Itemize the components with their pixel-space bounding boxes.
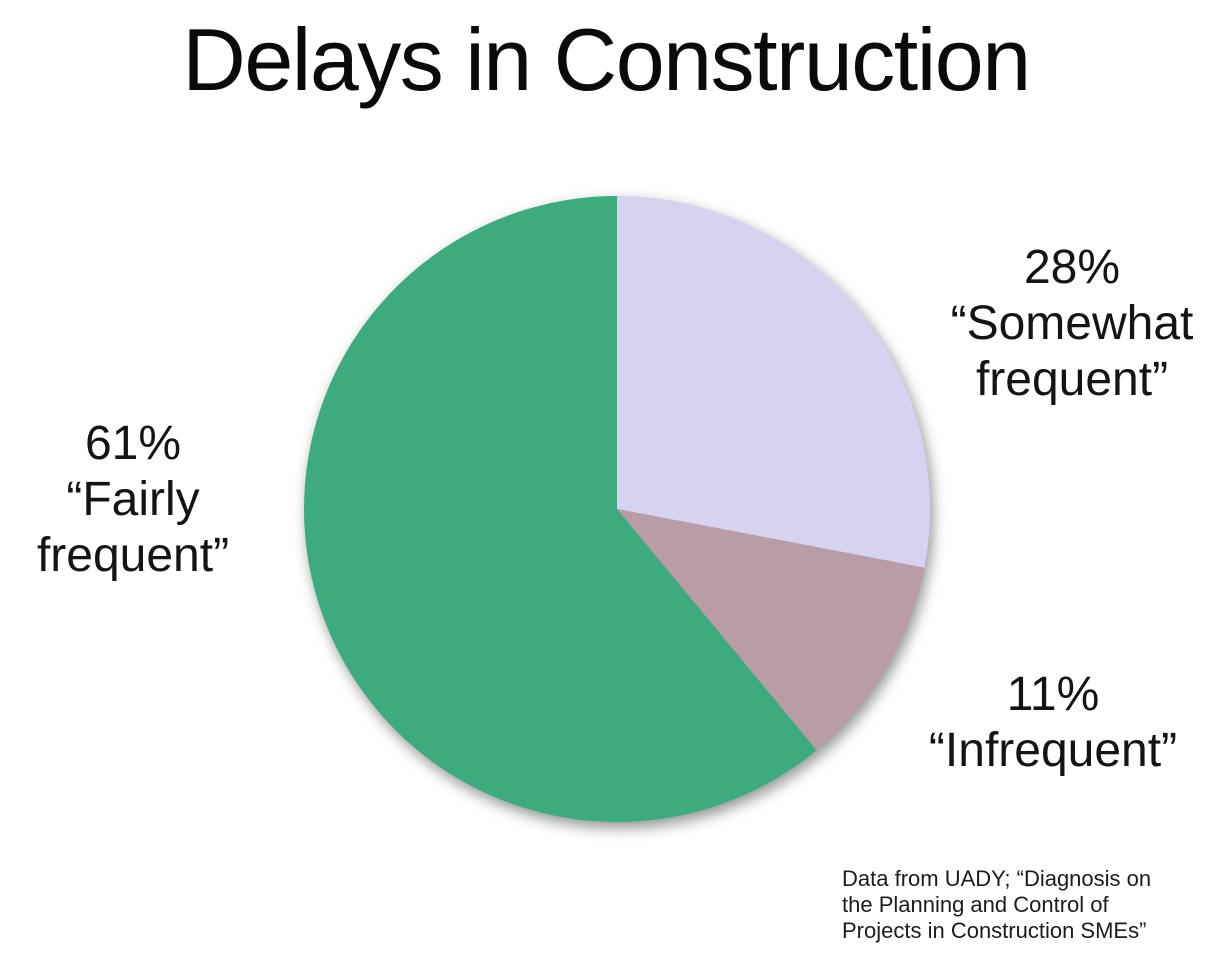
slice-label-line: “Somewhat xyxy=(950,297,1194,350)
source-note-line: Projects in Construction SMEs” xyxy=(842,918,1147,943)
pie-slice-somewhat-frequent xyxy=(617,196,931,568)
slice-percentage: 11% xyxy=(1006,668,1100,721)
slice-label-line: frequent” xyxy=(36,529,230,582)
source-note-line: the Planning and Control of xyxy=(842,892,1109,917)
slice-label-line: “Infrequent” xyxy=(928,724,1178,777)
slice-label-line: “Fairly xyxy=(66,473,200,526)
slice-label-line: frequent” xyxy=(975,353,1169,406)
pie-slice-infrequent xyxy=(617,509,925,751)
chart-title: Delays in Construction xyxy=(182,10,1031,109)
slice-percentage: 28% xyxy=(1023,241,1121,294)
slice-percentage: 61% xyxy=(84,417,182,470)
label-somewhat-frequent: 28% “Somewhat frequent” xyxy=(912,240,1212,408)
label-fairly-frequent: 61% “Fairly frequent” xyxy=(0,416,278,584)
pie-slice-fairly-frequent xyxy=(304,196,817,822)
source-note-line: Data from UADY; “Diagnosis on xyxy=(842,866,1152,891)
source-note: Data from UADY; “Diagnosis on the Planni… xyxy=(842,866,1202,944)
label-infrequent: 11% “Infrequent” xyxy=(873,667,1212,779)
